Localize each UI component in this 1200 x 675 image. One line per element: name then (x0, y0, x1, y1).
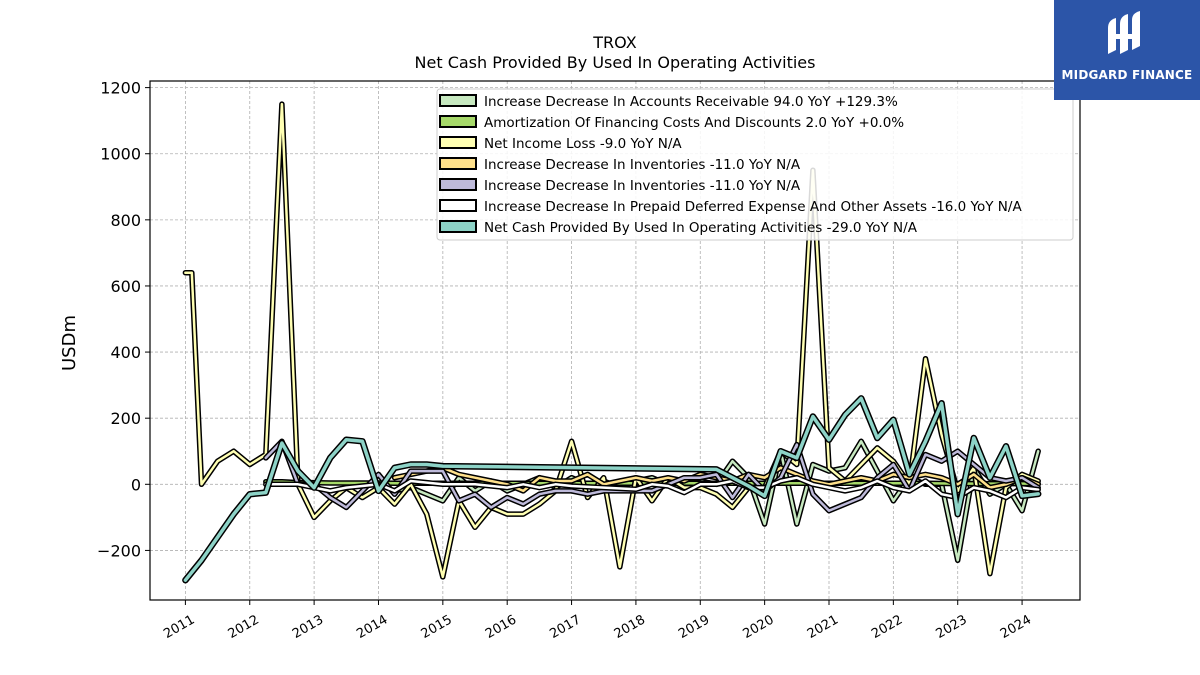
x-tick-label: 2018 (612, 612, 648, 642)
y-tick-label: 1200 (100, 79, 141, 98)
x-tick-label: 2022 (869, 612, 905, 642)
x-tick-label: 2017 (547, 612, 583, 642)
y-tick-label: 1000 (100, 145, 141, 164)
legend-label: Increase Decrease In Accounts Receivable… (484, 94, 898, 110)
x-tick-label: 2014 (354, 612, 390, 642)
x-tick-label: 2021 (805, 612, 841, 642)
x-tick-label: 2024 (998, 612, 1034, 642)
midgard-logo-icon (1108, 11, 1140, 54)
legend-label: Increase Decrease In Inventories -11.0 Y… (484, 157, 801, 173)
legend-swatch (439, 94, 477, 107)
legend-label: Amortization Of Financing Costs And Disc… (484, 115, 904, 131)
x-tick-label: 2020 (740, 612, 776, 642)
legend-box (436, 88, 1074, 241)
legend-label: Net Cash Provided By Used In Operating A… (484, 220, 918, 236)
chart-subtitle: Net Cash Provided By Used In Operating A… (415, 53, 816, 72)
brand-badge: MIDGARD FINANCE (1054, 0, 1200, 100)
y-tick-label: 0 (131, 475, 141, 494)
legend-swatch (439, 178, 477, 191)
x-tick-label: 2015 (419, 612, 455, 642)
x-tick-label: 2012 (226, 612, 262, 642)
y-tick-label: 400 (110, 343, 141, 362)
x-tick-label: 2011 (161, 612, 197, 642)
legend-swatch (439, 136, 477, 149)
legend-label: Increase Decrease In Prepaid Deferred Ex… (484, 199, 1022, 215)
series-group (182, 101, 1042, 584)
legend-label: Net Income Loss -9.0 YoY N/A (484, 136, 682, 152)
legend-swatch (439, 115, 477, 128)
y-tick-label: 200 (110, 409, 141, 428)
x-tick-label: 2016 (483, 612, 519, 642)
legend-swatch (439, 157, 477, 170)
x-tick-label: 2023 (934, 612, 970, 642)
y-tick-label: 800 (110, 211, 141, 230)
plot-frame (149, 80, 1081, 601)
x-tick-label: 2019 (676, 612, 712, 642)
legend-swatch (439, 199, 477, 212)
series-line-2 (184, 102, 1040, 579)
legend-label: Increase Decrease In Inventories -11.0 Y… (484, 178, 801, 194)
legend: Increase Decrease In Accounts Receivable… (436, 88, 1074, 241)
y-tick-label: 600 (110, 277, 141, 296)
brand-name: MIDGARD FINANCE (1061, 68, 1193, 82)
y-tick-label: −200 (97, 541, 141, 560)
series-line-6 (183, 396, 1040, 582)
x-tick-label: 2013 (290, 612, 326, 642)
chart-title: TROX (592, 33, 636, 52)
legend-swatch (439, 220, 477, 233)
y-axis-label: USDm (59, 315, 80, 371)
